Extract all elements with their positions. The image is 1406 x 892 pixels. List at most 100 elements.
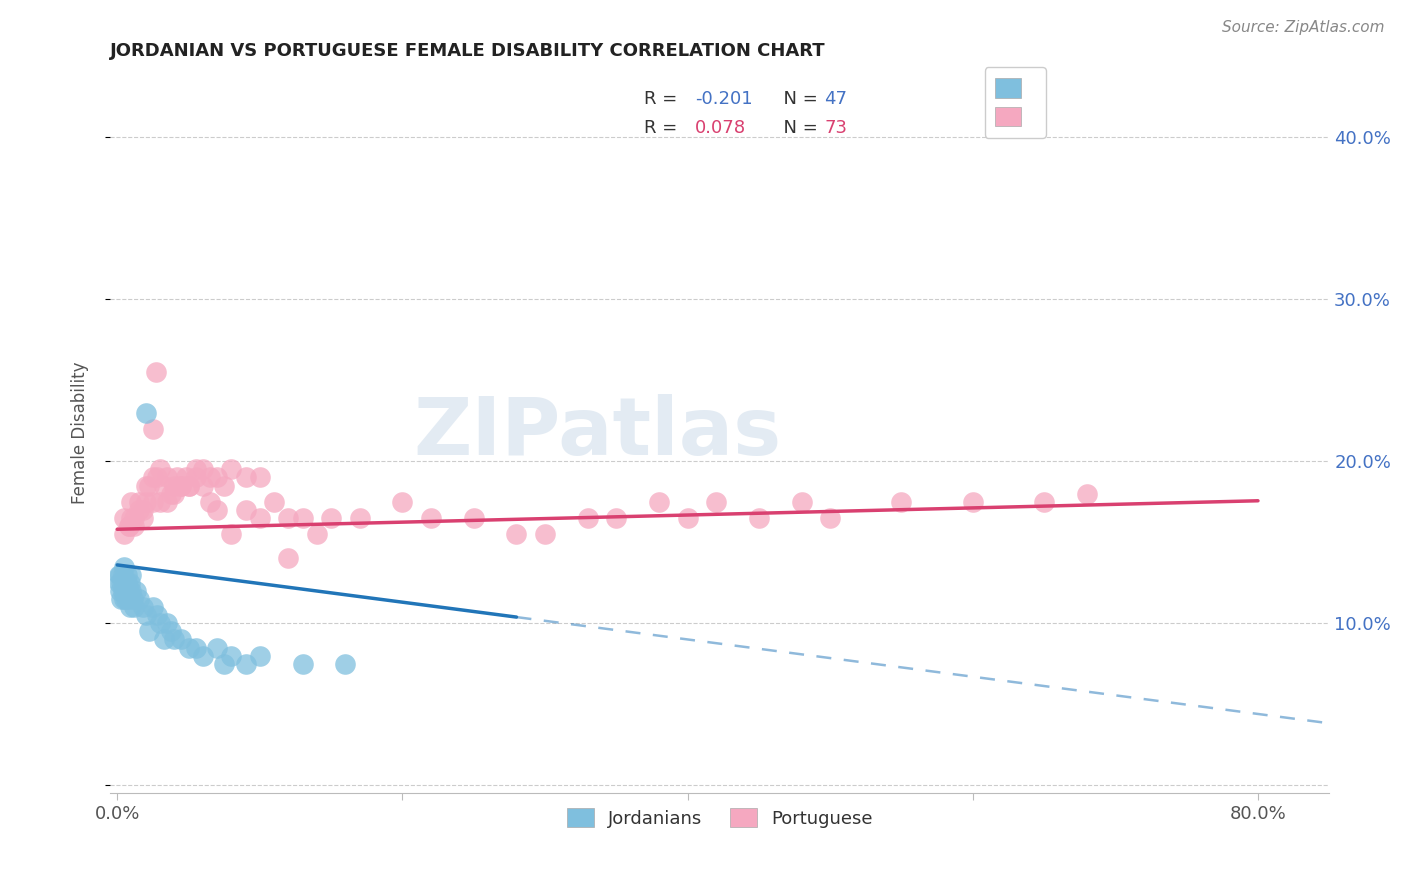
Point: [112, 559, 135, 574]
Point: [149, 462, 172, 476]
Point: [117, 583, 139, 598]
Point: [419, 511, 441, 525]
Point: [605, 511, 627, 525]
Text: 0.078: 0.078: [696, 120, 747, 137]
Point: [235, 657, 257, 671]
Point: [198, 494, 221, 508]
Point: [160, 624, 183, 639]
Point: [107, 567, 129, 582]
Point: [704, 494, 727, 508]
Point: [142, 422, 165, 436]
Point: [112, 527, 135, 541]
Point: [676, 511, 699, 525]
Point: [177, 478, 200, 492]
Point: [107, 575, 129, 590]
Text: Source: ZipAtlas.com: Source: ZipAtlas.com: [1222, 20, 1385, 35]
Point: [111, 567, 134, 582]
Point: [138, 478, 160, 492]
Point: [135, 406, 157, 420]
Point: [117, 519, 139, 533]
Text: R =: R =: [644, 120, 689, 137]
Point: [124, 519, 146, 533]
Point: [132, 600, 155, 615]
Point: [118, 600, 141, 615]
Point: [163, 478, 186, 492]
Point: [191, 648, 214, 663]
Point: [117, 591, 139, 606]
Point: [121, 567, 143, 582]
Text: N =: N =: [772, 120, 824, 137]
Point: [128, 503, 150, 517]
Point: [170, 478, 193, 492]
Point: [138, 624, 160, 639]
Point: [748, 511, 770, 525]
Point: [391, 494, 413, 508]
Point: [114, 583, 136, 598]
Point: [122, 591, 145, 606]
Text: -0.201: -0.201: [696, 90, 752, 109]
Point: [184, 462, 207, 476]
Point: [291, 511, 314, 525]
Point: [291, 657, 314, 671]
Point: [142, 494, 165, 508]
Point: [149, 616, 172, 631]
Point: [219, 648, 242, 663]
Text: ZIPatlas: ZIPatlas: [413, 394, 782, 472]
Point: [335, 657, 357, 671]
Point: [219, 462, 242, 476]
Point: [128, 494, 150, 508]
Text: N =: N =: [772, 90, 824, 109]
Point: [110, 575, 132, 590]
Point: [121, 494, 143, 508]
Point: [117, 519, 139, 533]
Point: [156, 616, 179, 631]
Point: [177, 478, 200, 492]
Point: [263, 494, 285, 508]
Text: JORDANIAN VS PORTUGUESE FEMALE DISABILITY CORRELATION CHART: JORDANIAN VS PORTUGUESE FEMALE DISABILIT…: [110, 42, 825, 60]
Point: [149, 494, 172, 508]
Point: [277, 511, 299, 525]
Y-axis label: Female Disability: Female Disability: [72, 361, 89, 504]
Point: [174, 470, 197, 484]
Point: [114, 591, 136, 606]
Point: [118, 575, 141, 590]
Point: [505, 527, 527, 541]
Point: [115, 575, 138, 590]
Text: 73: 73: [824, 120, 848, 137]
Text: 47: 47: [824, 90, 848, 109]
Point: [135, 494, 157, 508]
Point: [121, 511, 143, 525]
Point: [124, 511, 146, 525]
Point: [191, 478, 214, 492]
Point: [135, 478, 157, 492]
Point: [142, 470, 165, 484]
Point: [1033, 494, 1056, 508]
Point: [110, 591, 132, 606]
Point: [153, 632, 176, 647]
Point: [205, 640, 228, 655]
Point: [235, 503, 257, 517]
Point: [135, 608, 157, 623]
Point: [170, 632, 193, 647]
Point: [115, 567, 138, 582]
Point: [249, 511, 271, 525]
Point: [205, 503, 228, 517]
Point: [112, 511, 135, 525]
Point: [108, 583, 131, 598]
Point: [145, 365, 167, 379]
Point: [121, 583, 143, 598]
Point: [153, 478, 176, 492]
Point: [184, 470, 207, 484]
Point: [249, 470, 271, 484]
Point: [962, 494, 984, 508]
Point: [146, 470, 169, 484]
Point: [1076, 486, 1098, 500]
Point: [198, 470, 221, 484]
Point: [132, 503, 155, 517]
Point: [124, 600, 146, 615]
Point: [205, 470, 228, 484]
Point: [235, 470, 257, 484]
Point: [112, 591, 135, 606]
Point: [576, 511, 599, 525]
Point: [132, 511, 155, 525]
